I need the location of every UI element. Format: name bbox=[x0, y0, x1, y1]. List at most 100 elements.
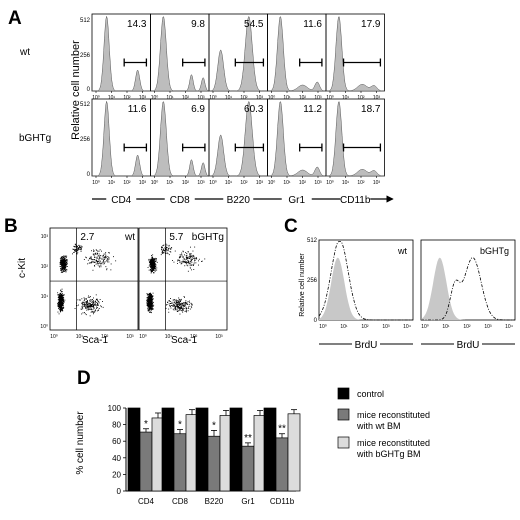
cell-dot bbox=[179, 262, 181, 263]
cell-dot bbox=[150, 295, 152, 297]
cell-dot bbox=[84, 312, 85, 313]
cell-dot bbox=[60, 265, 62, 267]
cell-dot bbox=[152, 270, 154, 271]
cell-dot bbox=[92, 306, 94, 307]
cell-dot bbox=[64, 261, 65, 262]
cell-dot bbox=[163, 249, 164, 251]
cell-dot bbox=[58, 301, 60, 303]
cell-dot bbox=[148, 258, 150, 260]
cell-dot bbox=[66, 258, 67, 260]
cell-dot bbox=[181, 302, 183, 304]
cell-dot bbox=[149, 261, 151, 263]
cell-dot bbox=[148, 295, 150, 296]
cell-dot bbox=[63, 300, 65, 302]
cell-dot bbox=[105, 266, 107, 268]
cell-dot bbox=[179, 303, 181, 304]
cell-dot bbox=[99, 262, 101, 264]
cell-dot bbox=[87, 304, 88, 306]
cell-dot bbox=[62, 267, 63, 269]
cell-dot bbox=[180, 299, 182, 301]
cell-dot bbox=[64, 258, 65, 260]
cell-dot bbox=[182, 250, 184, 252]
x-tick-label: 10³ bbox=[314, 95, 322, 101]
cell-dot bbox=[150, 264, 152, 265]
gate-percentage: 17.9 bbox=[361, 19, 381, 30]
cell-dot bbox=[89, 258, 91, 260]
x-tick-label: 10³ bbox=[139, 180, 147, 186]
cell-dot bbox=[180, 298, 182, 300]
cell-dot bbox=[101, 250, 102, 252]
cell-dot bbox=[154, 257, 156, 259]
cell-dot bbox=[174, 306, 176, 308]
cell-dot bbox=[61, 266, 63, 268]
cell-dot bbox=[186, 303, 188, 304]
cell-dot bbox=[163, 251, 165, 253]
x-tick-label: 10⁰ bbox=[326, 95, 334, 101]
cell-dot bbox=[85, 301, 87, 302]
cell-dot bbox=[88, 295, 89, 297]
cell-dot bbox=[84, 305, 86, 307]
cell-dot bbox=[61, 267, 63, 268]
cell-dot bbox=[61, 302, 63, 304]
cell-dot bbox=[151, 308, 153, 310]
cell-dot bbox=[191, 304, 193, 306]
cell-dot bbox=[93, 305, 95, 307]
marker-label: CD11b bbox=[340, 195, 371, 206]
cell-dot bbox=[149, 298, 151, 300]
cell-dot bbox=[93, 249, 94, 251]
cell-dot bbox=[58, 305, 60, 307]
cell-dot bbox=[153, 266, 155, 268]
legend-swatch bbox=[337, 387, 350, 400]
cell-dot bbox=[175, 305, 177, 307]
cell-dot bbox=[148, 259, 150, 261]
cell-dot bbox=[64, 260, 66, 262]
flow-histogram-grid: 14.3 10⁰ 10¹ 10² 10³ 9.8 10⁰ 10¹ 10² 10³ 54.5 10⁰ 10… bbox=[91, 13, 385, 186]
cell-dot bbox=[61, 256, 63, 258]
cell-dot bbox=[179, 309, 180, 311]
y-tick-label: 60 bbox=[112, 437, 121, 446]
x-tick-label: 10⁰ bbox=[319, 324, 327, 330]
cell-dot bbox=[150, 305, 152, 307]
cell-dot bbox=[62, 266, 63, 268]
cell-dot bbox=[170, 301, 172, 302]
cell-dot bbox=[103, 259, 104, 261]
cell-dot bbox=[186, 303, 188, 305]
cell-dot bbox=[81, 306, 83, 308]
panel-a-ytick-zero-row1: 0 bbox=[87, 87, 91, 93]
cell-dot bbox=[60, 296, 62, 298]
cell-dot bbox=[58, 307, 60, 309]
cell-dot bbox=[183, 302, 185, 304]
cell-dot bbox=[93, 301, 95, 303]
cell-dot bbox=[60, 259, 62, 261]
cell-dot bbox=[80, 308, 82, 310]
cell-dot bbox=[150, 298, 152, 300]
cell-dot bbox=[181, 254, 183, 255]
cell-dot bbox=[169, 305, 171, 307]
cell-dot bbox=[156, 261, 158, 263]
cell-dot bbox=[150, 300, 151, 301]
cell-dot bbox=[149, 297, 151, 299]
cell-dot bbox=[150, 269, 152, 270]
cell-dot bbox=[153, 260, 155, 262]
x-tick-label: 10¹ bbox=[342, 180, 350, 186]
cell-dot bbox=[62, 266, 64, 268]
cell-dot bbox=[59, 302, 60, 304]
marker-label-bg bbox=[164, 192, 195, 205]
cell-dot bbox=[88, 262, 90, 264]
cell-dot bbox=[58, 294, 59, 296]
x-tick-label: 10⁴ bbox=[505, 324, 513, 330]
cell-dot bbox=[180, 304, 181, 305]
panel-a-ytick-zero-row2: 0 bbox=[87, 172, 91, 178]
cell-dot bbox=[90, 257, 92, 259]
cell-dot bbox=[176, 304, 178, 306]
cell-dot bbox=[151, 297, 153, 299]
cell-dot bbox=[87, 302, 89, 304]
cell-dot bbox=[59, 258, 61, 260]
bar bbox=[287, 413, 301, 492]
cell-dot bbox=[103, 259, 105, 260]
cell-dot bbox=[77, 250, 79, 252]
cell-dot bbox=[150, 267, 152, 269]
cell-dot bbox=[182, 310, 183, 312]
